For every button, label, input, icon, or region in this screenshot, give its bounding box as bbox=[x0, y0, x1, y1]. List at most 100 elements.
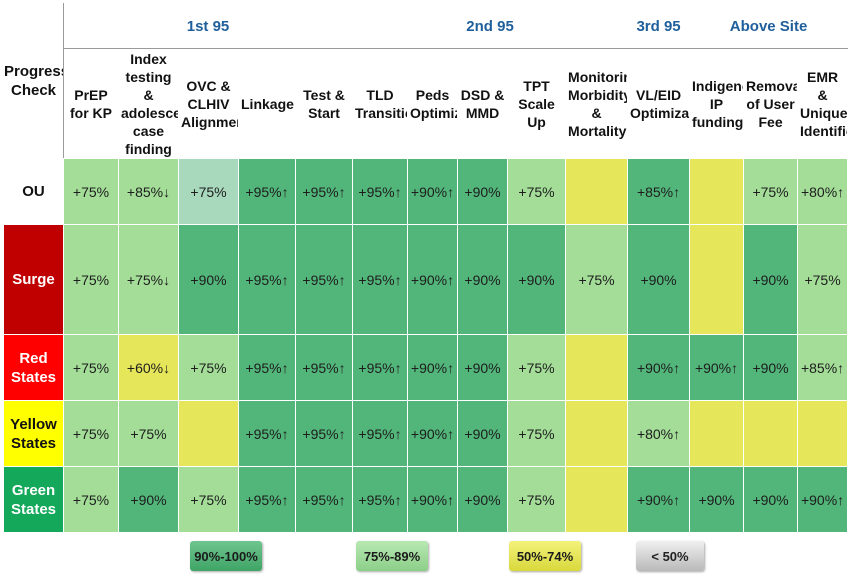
group-header-2nd-95: 2nd 95 bbox=[352, 3, 629, 49]
score-cell: +90% bbox=[743, 224, 799, 335]
score-cell: +75% bbox=[507, 400, 567, 467]
score-cell: +85%↑ bbox=[797, 334, 849, 401]
score-cell: +75% bbox=[63, 334, 119, 401]
column-header: Peds Optimization bbox=[407, 48, 459, 159]
score-cell: +95%↑ bbox=[294, 224, 354, 335]
column-header: Index testing & adolescent case finding bbox=[118, 48, 179, 159]
group-header-3rd-95: 3rd 95 bbox=[627, 3, 691, 49]
score-cell: +75% bbox=[178, 158, 239, 225]
column-header: OVC & CLHIV Alignment bbox=[178, 48, 239, 159]
score-cell: +90% bbox=[178, 224, 239, 335]
score-cell: +90%↑ bbox=[407, 224, 459, 335]
score-cell: +75% bbox=[63, 158, 119, 225]
score-cell: +90% bbox=[457, 334, 509, 401]
table-row: OU +75% +85%↓ +75% +95%↑ +95%↑ +95%↑ +90%↑ +90% +… bbox=[3, 158, 849, 225]
score-cell bbox=[565, 400, 629, 467]
table-row: Surge +75% +75%↓ +90% +95%↑ +95%↑ +95%↑ +90%↑ +9… bbox=[3, 224, 849, 335]
score-cell: +90% bbox=[743, 334, 799, 401]
score-cell bbox=[689, 400, 745, 467]
column-header: EMR & Unique Identifier bbox=[797, 48, 849, 159]
score-cell: +75% bbox=[507, 334, 567, 401]
progress-check-header: Progress Check bbox=[3, 3, 64, 159]
score-cell: +95%↑ bbox=[294, 466, 354, 533]
score-cell: +75% bbox=[797, 224, 849, 335]
score-cell: +90% bbox=[457, 400, 509, 467]
score-cell: +90%↑ bbox=[407, 158, 459, 225]
score-cell: +85%↑ bbox=[627, 158, 691, 225]
score-cell: +95%↑ bbox=[294, 400, 354, 467]
score-cell: +95%↑ bbox=[238, 400, 296, 467]
row-label: Yellow States bbox=[3, 400, 64, 467]
table-row: Green States +75% +90% +75% +95%↑ +95%↑ +95%↑ +… bbox=[3, 466, 849, 533]
score-cell: +75% bbox=[507, 158, 567, 225]
column-header: Linkage bbox=[238, 48, 296, 159]
row-label: OU bbox=[3, 158, 64, 225]
score-cell: +95%↑ bbox=[238, 224, 296, 335]
score-cell: +95%↑ bbox=[238, 334, 296, 401]
score-cell: +90% bbox=[743, 466, 799, 533]
legend-below-50: < 50% bbox=[636, 541, 704, 571]
score-cell: +80%↑ bbox=[627, 400, 691, 467]
score-cell: +90%↑ bbox=[407, 334, 459, 401]
score-cell: +90%↑ bbox=[407, 400, 459, 467]
score-cell: +75% bbox=[178, 334, 239, 401]
score-cell bbox=[565, 334, 629, 401]
column-header: Monitoring Morbidity & Mortality bbox=[565, 48, 629, 159]
score-cell: +95%↑ bbox=[294, 158, 354, 225]
column-header: TLD Transition bbox=[352, 48, 409, 159]
row-label: Red States bbox=[3, 334, 64, 401]
column-header: Indigenous IP funding bbox=[689, 48, 745, 159]
column-header: DSD & MMD bbox=[457, 48, 509, 159]
column-header: Test & Start bbox=[294, 48, 354, 159]
legend-90-100: 90%-100% bbox=[190, 541, 262, 571]
table-row: Red States +75% +60%↓ +75% +95%↑ +95%↑ +95%↑ +9… bbox=[3, 334, 849, 401]
score-cell bbox=[797, 400, 849, 467]
row-label: Green States bbox=[3, 466, 64, 533]
score-cell bbox=[565, 466, 629, 533]
score-cell: +75% bbox=[63, 466, 119, 533]
score-cell: +60%↓ bbox=[118, 334, 179, 401]
score-cell bbox=[565, 158, 629, 225]
score-cell: +75% bbox=[743, 158, 799, 225]
score-cell: +75% bbox=[118, 400, 179, 467]
score-cell: +75% bbox=[507, 466, 567, 533]
score-cell: +95%↑ bbox=[352, 400, 409, 467]
table-row: Yellow States +75% +75% +95%↑ +95%↑ +95%↑ +90%… bbox=[3, 400, 849, 467]
score-cell: +95%↑ bbox=[294, 334, 354, 401]
score-cell: +75%↓ bbox=[118, 224, 179, 335]
score-cell bbox=[689, 224, 745, 335]
score-cell: +75% bbox=[565, 224, 629, 335]
score-cell: +90%↑ bbox=[797, 466, 849, 533]
score-cell: +95%↑ bbox=[352, 334, 409, 401]
score-cell: +75% bbox=[63, 224, 119, 335]
score-cell: +90% bbox=[457, 158, 509, 225]
score-cell: +90%↑ bbox=[689, 334, 745, 401]
score-cell: +95%↑ bbox=[352, 466, 409, 533]
score-cell bbox=[689, 158, 745, 225]
legend-75-89: 75%-89% bbox=[356, 541, 428, 571]
score-cell bbox=[178, 400, 239, 467]
score-cell: +85%↓ bbox=[118, 158, 179, 225]
score-cell: +90% bbox=[627, 224, 691, 335]
progress-table: Progress Check 1st 95 2nd 95 3rd 95 Abov… bbox=[3, 3, 849, 533]
group-header-above-site: Above Site bbox=[689, 3, 849, 49]
row-label: Surge bbox=[3, 224, 64, 335]
score-cell: +90%↑ bbox=[627, 334, 691, 401]
group-header-1st-95: 1st 95 bbox=[62, 3, 354, 49]
column-header: VL/EID Optimization bbox=[627, 48, 691, 159]
legend-50-74: 50%-74% bbox=[509, 541, 581, 571]
score-cell: +75% bbox=[63, 400, 119, 467]
column-header: PrEP for KP bbox=[63, 48, 119, 159]
score-cell: +90% bbox=[118, 466, 179, 533]
score-cell: +90% bbox=[689, 466, 745, 533]
score-cell: +90% bbox=[507, 224, 567, 335]
score-cell: +75% bbox=[178, 466, 239, 533]
column-header: Removal of User Fee bbox=[743, 48, 799, 159]
score-cell: +90% bbox=[457, 466, 509, 533]
score-cell: +95%↑ bbox=[238, 466, 296, 533]
score-cell: +90%↑ bbox=[407, 466, 459, 533]
score-cell: +90% bbox=[457, 224, 509, 335]
column-header: TPT Scale Up bbox=[507, 48, 567, 159]
score-cell: +95%↑ bbox=[352, 224, 409, 335]
score-cell: +90%↑ bbox=[627, 466, 691, 533]
